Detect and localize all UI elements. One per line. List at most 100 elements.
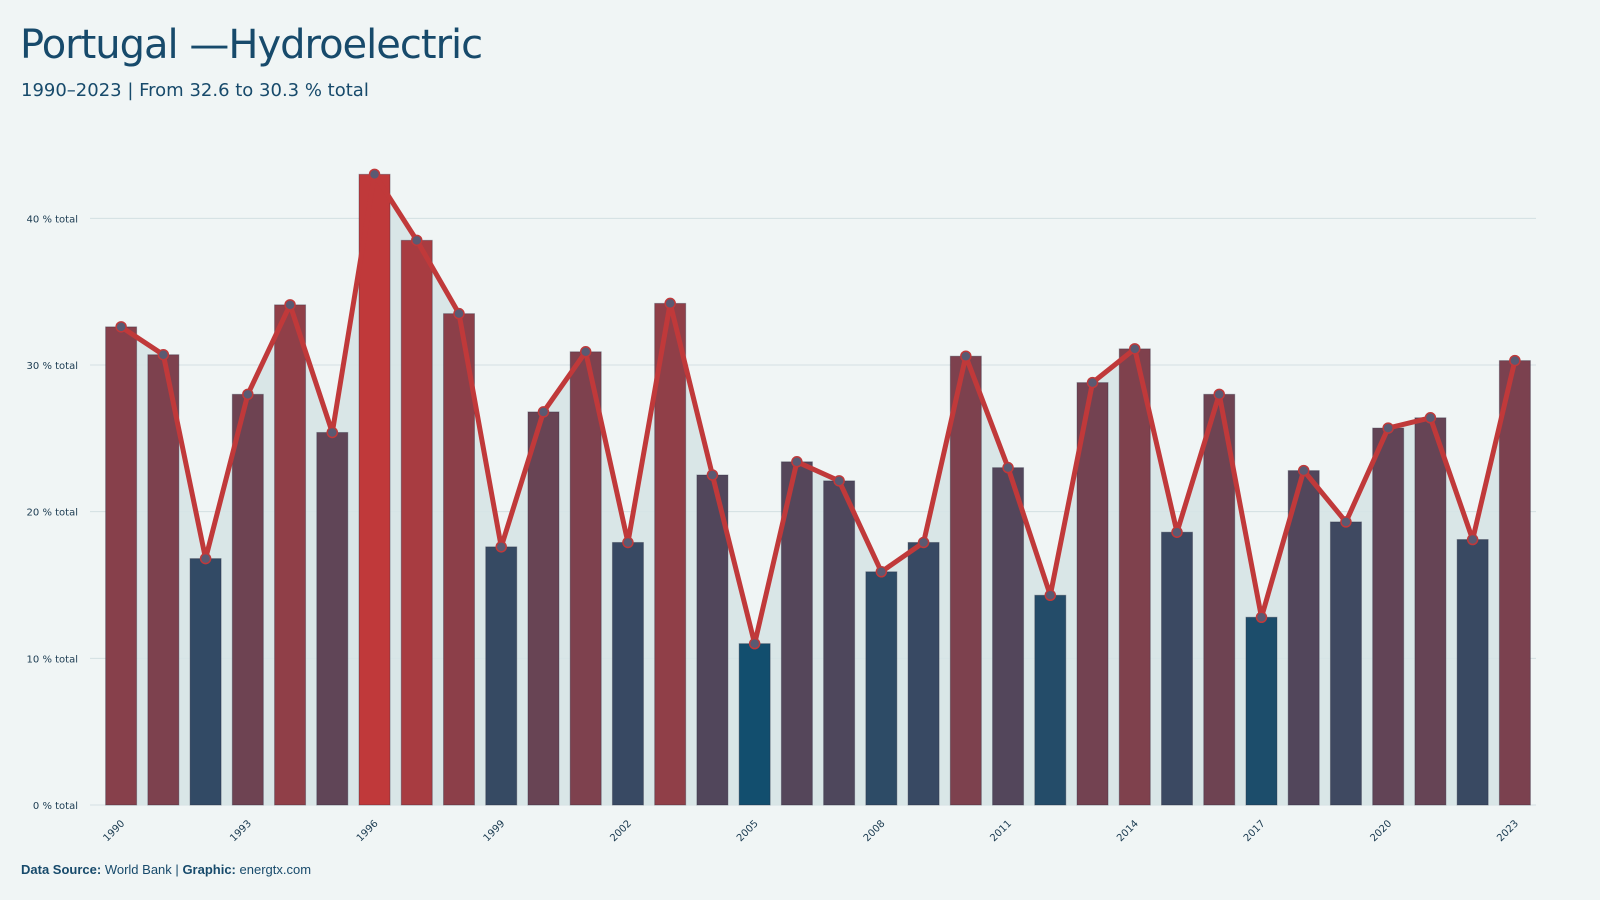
point-1992 bbox=[199, 552, 212, 565]
bar-2021 bbox=[1414, 417, 1447, 806]
x-tick-label: 2008 bbox=[862, 818, 888, 844]
point-2014 bbox=[1129, 343, 1141, 355]
bar-1994 bbox=[274, 304, 307, 806]
bar-1998 bbox=[443, 313, 475, 806]
point-1995 bbox=[326, 426, 339, 439]
bar-1999 bbox=[485, 546, 518, 806]
x-tick-label: 2023 bbox=[1495, 818, 1521, 844]
point-2013 bbox=[1086, 376, 1099, 389]
bar-2018 bbox=[1287, 470, 1320, 806]
bar-1995 bbox=[316, 431, 349, 806]
bar-2009 bbox=[907, 541, 940, 806]
footer-separator: | bbox=[175, 862, 179, 877]
x-tick-label: 2011 bbox=[988, 818, 1014, 844]
point-2019 bbox=[1340, 516, 1352, 528]
bar-2001 bbox=[569, 351, 602, 806]
point-2007 bbox=[833, 475, 845, 487]
x-tick-label: 2005 bbox=[735, 818, 761, 844]
y-axis: 0 % total 10 % total 20 % total 30 % total 4… bbox=[27, 214, 78, 812]
bar-2014 bbox=[1118, 348, 1151, 806]
bar-2002 bbox=[611, 541, 644, 806]
bar-2017 bbox=[1245, 616, 1278, 806]
x-axis: 1990 1993 1996 1999 2002 2005 2008 2011 2014 2017… bbox=[101, 818, 1521, 844]
bar-2007 bbox=[823, 480, 856, 806]
chart-subtitle: 1990–2023 | From 32.6 to 30.3 % total bbox=[21, 80, 369, 101]
bar-1991 bbox=[147, 354, 180, 806]
x-tick-label: 2020 bbox=[1369, 818, 1395, 844]
point-2021 bbox=[1424, 412, 1437, 424]
x-tick-label: 2002 bbox=[608, 818, 634, 844]
bar-2013 bbox=[1076, 382, 1109, 806]
x-tick-label: 1993 bbox=[228, 818, 254, 844]
source-label: Data Source: bbox=[21, 862, 102, 877]
x-tick-label: 1999 bbox=[482, 818, 508, 844]
bar-1996 bbox=[358, 173, 391, 806]
point-2020 bbox=[1382, 422, 1394, 434]
bar-2005 bbox=[738, 643, 771, 806]
y-tick-label: 0 % total bbox=[33, 801, 78, 812]
bar-2020 bbox=[1372, 427, 1405, 806]
bar-1992 bbox=[189, 558, 222, 806]
y-tick-label: 20 % total bbox=[27, 508, 78, 519]
point-2011 bbox=[1002, 461, 1014, 474]
bar-2012 bbox=[1034, 594, 1067, 806]
bar-2003 bbox=[654, 302, 687, 806]
point-1996 bbox=[368, 168, 381, 181]
point-1990 bbox=[115, 321, 127, 333]
bar-2016 bbox=[1203, 393, 1236, 806]
point-2005 bbox=[748, 637, 761, 650]
graphic-value: energtx.com bbox=[239, 862, 312, 877]
series-line bbox=[118, 171, 1518, 647]
point-2000 bbox=[537, 406, 550, 418]
point-1997 bbox=[411, 234, 423, 247]
point-2023 bbox=[1509, 354, 1521, 367]
point-2022 bbox=[1466, 533, 1479, 546]
bar-1990 bbox=[105, 326, 138, 806]
bars bbox=[105, 173, 1531, 806]
trend-line bbox=[118, 171, 1518, 647]
point-2012 bbox=[1044, 589, 1057, 602]
bar-2015 bbox=[1161, 531, 1193, 806]
x-tick-label: 2014 bbox=[1115, 818, 1141, 844]
bar-2023 bbox=[1498, 360, 1531, 806]
source-value: World Bank bbox=[104, 862, 172, 877]
bar-1997 bbox=[400, 239, 433, 806]
point-1994 bbox=[284, 299, 296, 311]
point-1999 bbox=[495, 541, 507, 553]
bar-2008 bbox=[865, 571, 898, 806]
bar-2011 bbox=[992, 467, 1025, 806]
point-2016 bbox=[1213, 388, 1225, 401]
point-2003 bbox=[664, 297, 676, 310]
bar-2000 bbox=[527, 411, 560, 806]
data-points bbox=[115, 168, 1521, 650]
point-1991 bbox=[157, 348, 170, 361]
x-tick-label: 1996 bbox=[355, 818, 381, 844]
point-2006 bbox=[791, 456, 803, 468]
bar-2019 bbox=[1329, 521, 1362, 806]
point-1998 bbox=[453, 307, 465, 320]
point-2008 bbox=[875, 566, 888, 578]
bar-1993 bbox=[231, 393, 264, 806]
y-tick-label: 30 % total bbox=[27, 361, 78, 372]
point-2017 bbox=[1255, 611, 1268, 624]
point-2015 bbox=[1171, 526, 1183, 538]
point-2009 bbox=[917, 536, 930, 549]
bar-2022 bbox=[1456, 539, 1489, 806]
point-1993 bbox=[242, 388, 254, 401]
point-2002 bbox=[622, 536, 634, 549]
footer: Data Source: World Bank | Graphic: energ… bbox=[21, 862, 311, 877]
bar-2006 bbox=[780, 461, 813, 806]
x-tick-label: 1990 bbox=[101, 818, 127, 844]
x-tick-label: 2017 bbox=[1242, 818, 1268, 844]
point-2001 bbox=[579, 346, 592, 358]
point-2018 bbox=[1297, 464, 1310, 477]
bar-2010 bbox=[949, 355, 982, 806]
y-tick-label: 40 % total bbox=[27, 214, 78, 225]
point-2004 bbox=[706, 469, 719, 481]
graphic-label: Graphic: bbox=[182, 862, 236, 877]
y-tick-label: 10 % total bbox=[27, 654, 78, 665]
bar-2004 bbox=[696, 474, 729, 806]
point-2010 bbox=[960, 350, 972, 362]
chart-title: Portugal —Hydroelectric bbox=[20, 22, 483, 68]
